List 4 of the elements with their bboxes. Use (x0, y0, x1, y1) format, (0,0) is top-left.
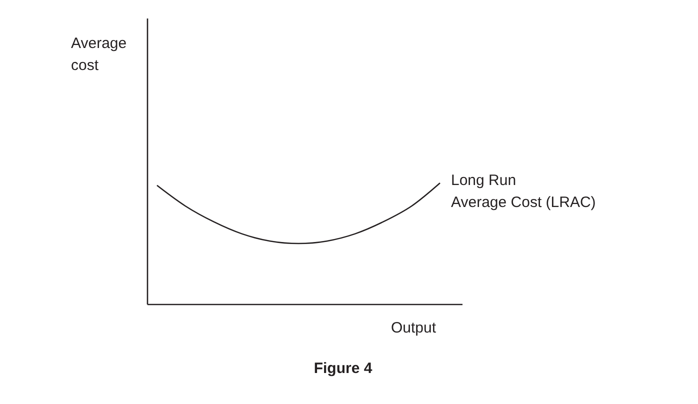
x-axis-title: Output (390, 320, 437, 336)
text: Average cost (71, 35, 127, 74)
caption: Figure 4 (314, 360, 373, 377)
series-label: Long Run Average Cost (LRAC) (451, 172, 596, 211)
